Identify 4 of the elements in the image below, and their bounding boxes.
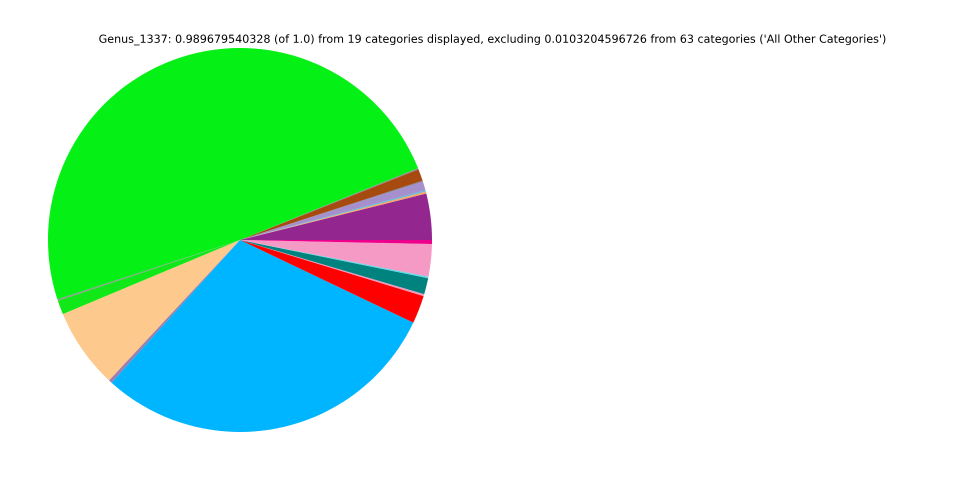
pie-slice xyxy=(240,240,424,323)
text: Genus_1337: 0.989679540328 (of 1.0) from 19 categories displayed, excluding 0.0103204596726 from 63 categories ('All Other Categories') xyxy=(99,34,886,46)
pie-slice xyxy=(62,240,240,380)
pie-slice xyxy=(112,240,414,432)
